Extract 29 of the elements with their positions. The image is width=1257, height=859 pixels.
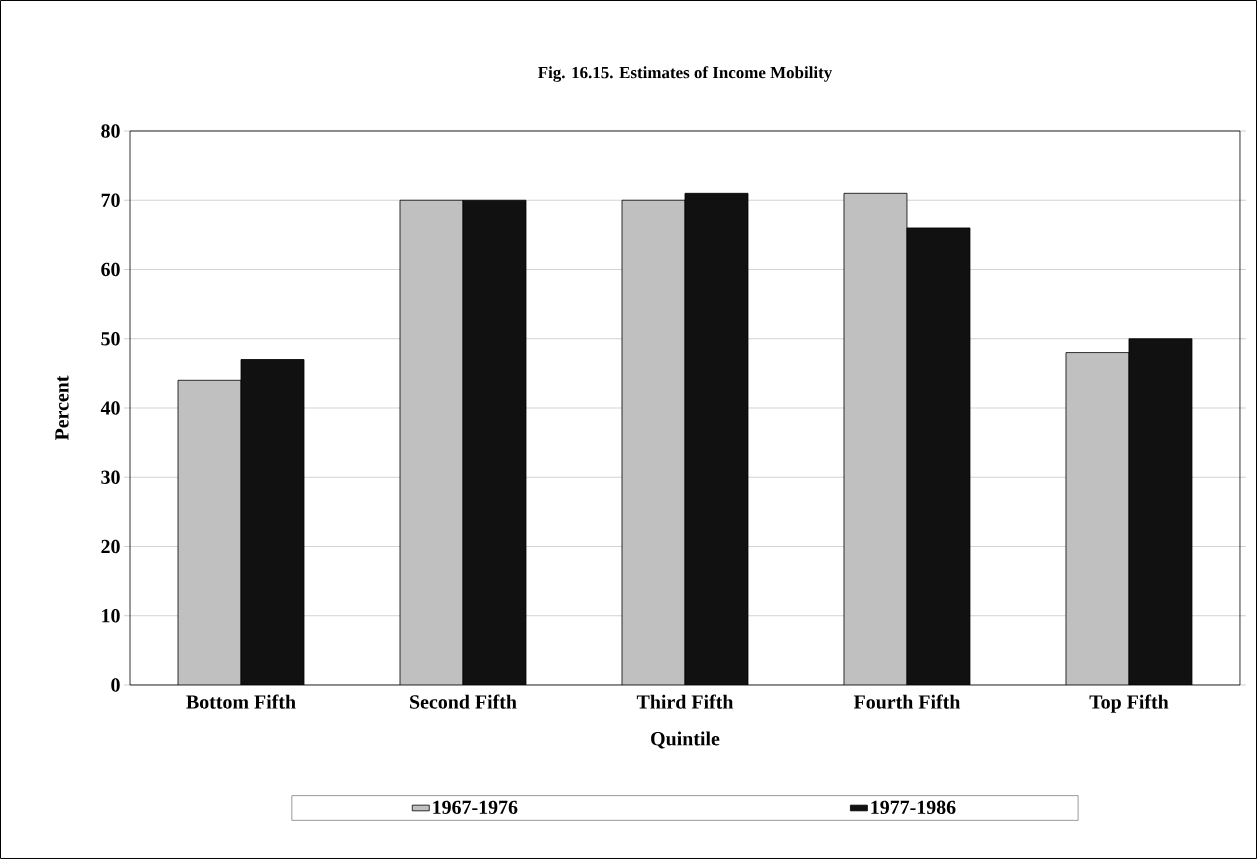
x-tick-label: Fourth Fifth xyxy=(853,694,961,709)
bar xyxy=(462,199,527,685)
y-tick-label: 60 xyxy=(101,262,120,277)
bar xyxy=(906,227,971,685)
y-tick-label: 10 xyxy=(102,609,120,623)
y-tick-label: 20 xyxy=(101,539,120,554)
x-axis-title: Quintile xyxy=(651,731,720,749)
y-tick-label: 0 xyxy=(111,678,120,692)
x-tick-label: Third Fifth xyxy=(636,694,734,709)
x-tick-label: Top Fifth xyxy=(1089,694,1169,713)
bar xyxy=(399,199,464,685)
y-tick-label: 40 xyxy=(100,401,120,415)
y-tick-label: 80 xyxy=(101,124,120,138)
y-tick-label: 50 xyxy=(101,332,120,346)
bar xyxy=(684,192,749,685)
y-axis-title: Percent xyxy=(55,375,69,441)
y-tick-label: 30 xyxy=(101,470,120,484)
x-tick-label: Bottom Fifth xyxy=(186,694,296,709)
y-tick-label: 70 xyxy=(101,193,120,207)
chart-title: Fig. 16.15. Estimates of Income Mobility xyxy=(538,66,833,82)
bar xyxy=(177,379,242,685)
legend-label: 1977-1986 xyxy=(871,800,956,815)
bar xyxy=(621,199,686,685)
bar xyxy=(1128,338,1193,685)
legend-label: 1967-1976 xyxy=(433,800,518,815)
x-tick-label: Second Fifth xyxy=(410,694,517,709)
bar xyxy=(240,359,305,685)
bar xyxy=(843,192,908,685)
bar xyxy=(1065,352,1130,685)
